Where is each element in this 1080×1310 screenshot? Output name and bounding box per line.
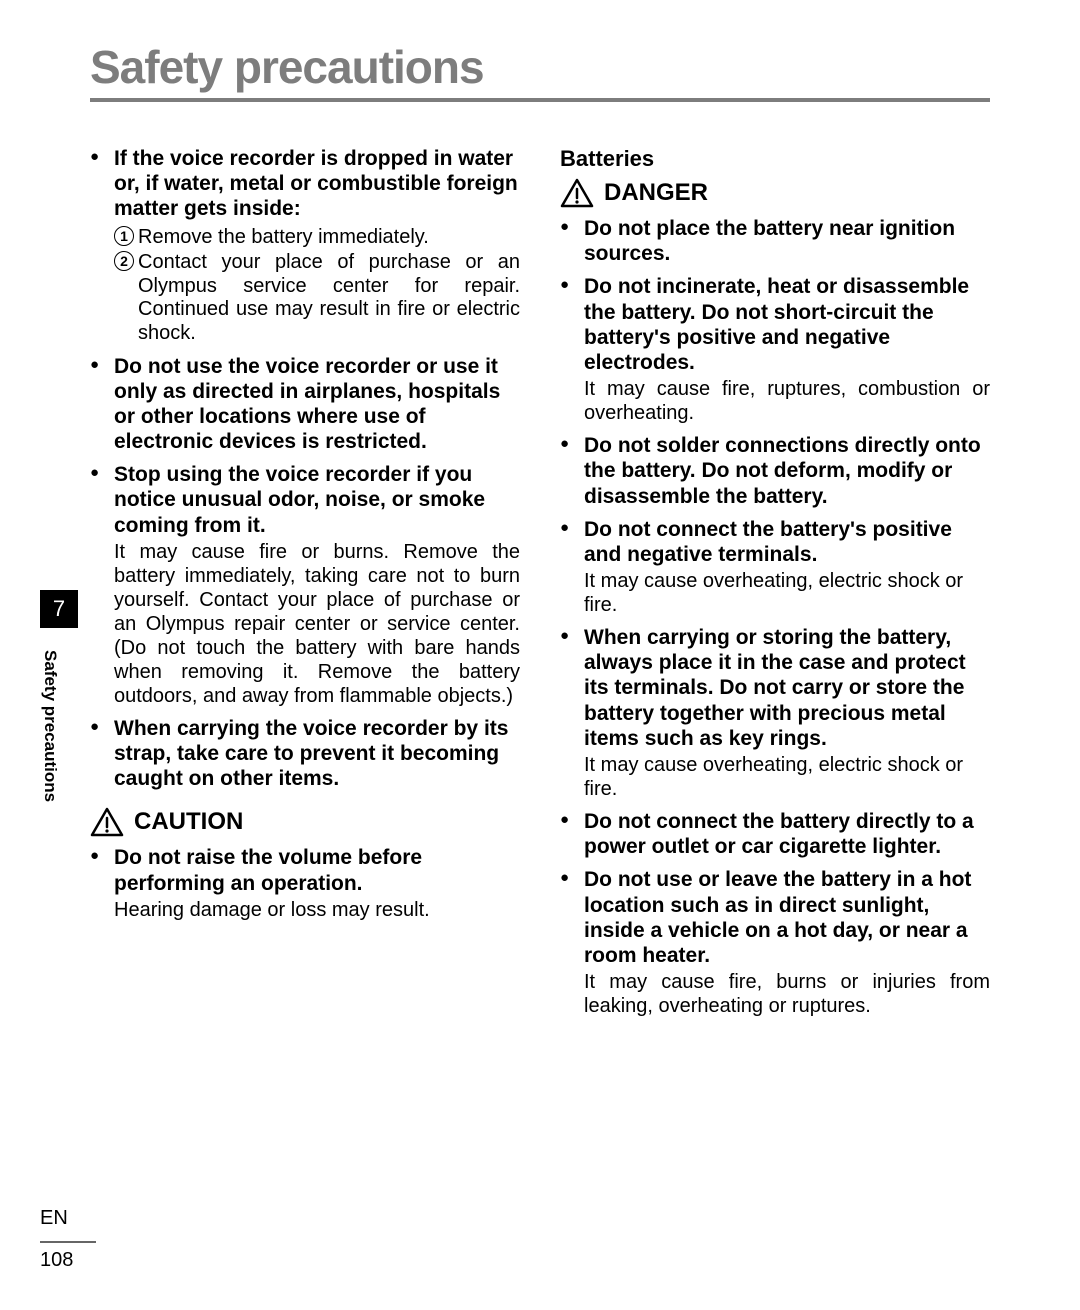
list-item: If the voice recorder is dropped in wate… [90,146,520,346]
page-number: 108 [40,1241,96,1272]
item-body: It may cause overheating, electric shock… [584,569,990,617]
list-item: Stop using the voice recorder if you not… [90,462,520,708]
list-item: Do not connect the battery directly to a… [560,809,990,859]
ordered-step: 2 Contact your place of purchase or an O… [114,251,520,345]
item-heading: Stop using the voice recorder if you not… [114,462,520,538]
list-item: Do not use or leave the battery in a hot… [560,867,990,1018]
item-heading: Do not incinerate, heat or disassemble t… [584,274,990,375]
item-heading: Do not place the battery near ignition s… [584,216,990,266]
item-body: It may cause fire, ruptures, combustion … [584,377,990,425]
list-item: Do not use the voice recorder or use it … [90,354,520,455]
list-item: Do not connect the battery's positive an… [560,517,990,617]
step-number: 1 [114,226,134,246]
step-number: 2 [114,251,134,271]
language-code: EN [40,1207,68,1230]
step-text: Contact your place of purchase or an Oly… [138,251,520,345]
list-item: When carrying the voice recorder by its … [90,716,520,792]
item-heading: Do not raise the volume before performin… [114,845,520,895]
danger-heading: DANGER [560,178,990,208]
list-item: Do not incinerate, heat or disassemble t… [560,274,990,425]
page-title: Safety precautions [90,40,990,102]
warning-icon [560,178,594,208]
step-text: Remove the battery immediately. [138,226,429,248]
sidebar-section-label: Safety precautions [40,650,60,802]
item-body: It may cause fire or burns. Remove the b… [114,540,520,708]
item-heading: When carrying the voice recorder by its … [114,716,520,792]
list-item: When carrying or storing the battery, al… [560,625,990,801]
danger-label: DANGER [604,179,708,207]
list-item: Do not solder connections directly onto … [560,433,990,509]
item-heading: Do not connect the battery's positive an… [584,517,990,567]
caution-label: CAUTION [134,808,243,836]
left-column: If the voice recorder is dropped in wate… [90,146,520,1026]
list-item: Do not place the battery near ignition s… [560,216,990,266]
item-heading: Do not solder connections directly onto … [584,433,990,509]
chapter-tab: 7 [40,590,78,628]
item-heading: Do not use or leave the battery in a hot… [584,867,990,968]
item-heading: Do not connect the battery directly to a… [584,809,990,859]
item-heading: When carrying or storing the battery, al… [584,625,990,751]
section-title: Batteries [560,146,990,172]
ordered-step: 1 Remove the battery immediately. [114,226,520,250]
warning-icon [90,807,124,837]
item-body: It may cause overheating, electric shock… [584,753,990,801]
caution-heading: CAUTION [90,807,520,837]
item-heading: If the voice recorder is dropped in wate… [114,146,520,222]
item-heading: Do not use the voice recorder or use it … [114,354,520,455]
item-body: Hearing damage or loss may result. [114,898,520,922]
item-body: It may cause fire, burns or injuries fro… [584,970,990,1018]
right-column: Batteries DANGER Do not place the batter… [560,146,990,1026]
list-item: Do not raise the volume before performin… [90,845,520,921]
